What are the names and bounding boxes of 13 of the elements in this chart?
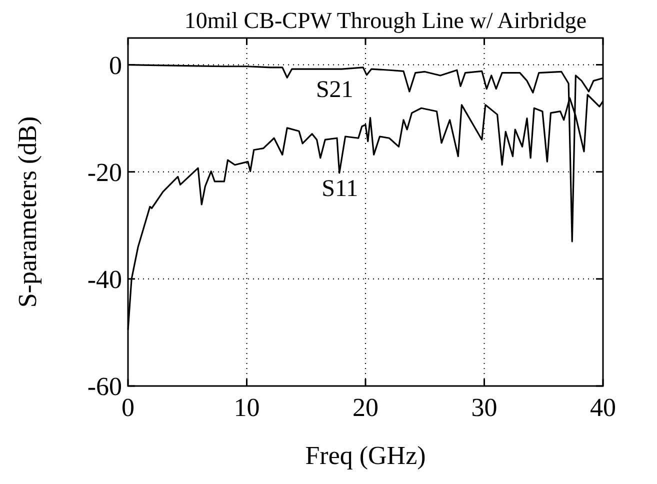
x-tick-label: 30	[471, 393, 498, 422]
x-tick-label: 10	[234, 393, 260, 422]
y-axis-title: S-parameters (dB)	[13, 116, 42, 308]
series-label: S21	[316, 76, 354, 103]
chart-title: 10mil CB-CPW Through Line w/ Airbridge	[184, 8, 587, 33]
y-tick-label: -40	[87, 265, 122, 294]
y-tick-label: 0	[109, 50, 122, 80]
x-tick-label: 20	[352, 393, 378, 422]
y-tick-label: -20	[87, 158, 122, 187]
x-axis-title: Freq (GHz)	[305, 441, 426, 470]
y-tick-label: -60	[87, 372, 122, 402]
x-tick-label: 40	[590, 393, 616, 422]
series-label: S11	[322, 176, 358, 202]
